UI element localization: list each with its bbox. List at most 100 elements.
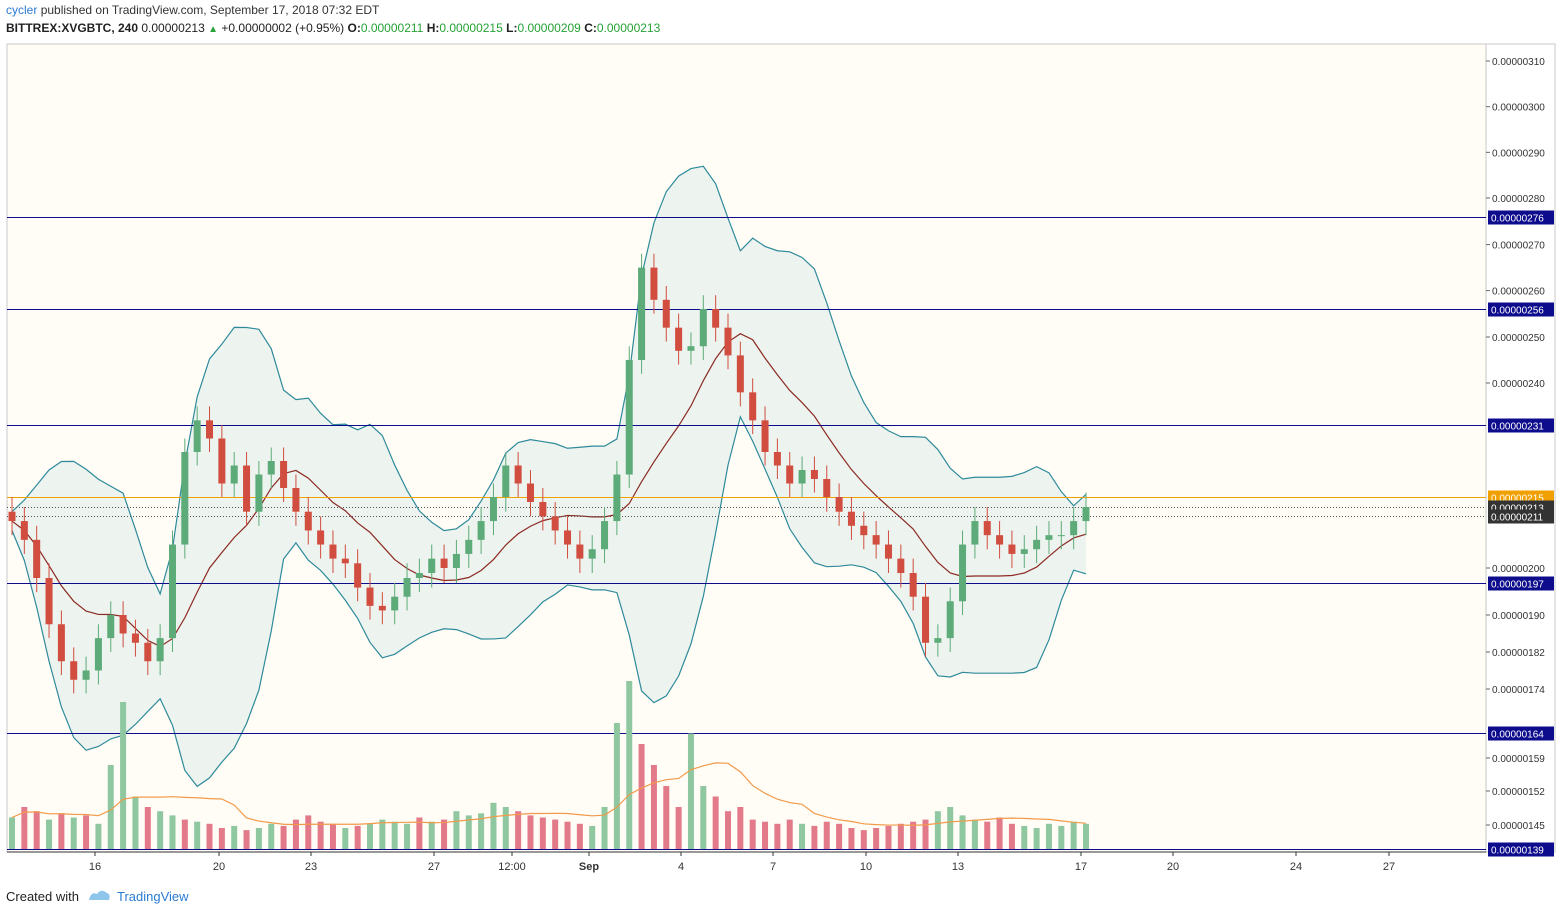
volume-bar <box>626 681 633 849</box>
volume-bar <box>589 825 596 849</box>
candle-body <box>8 511 16 522</box>
y-tick-label: 0.00000290 <box>1492 148 1545 159</box>
candle-body <box>526 483 534 502</box>
bollinger-upper-line <box>11 165 1087 596</box>
candle-body <box>922 596 930 643</box>
candle-body <box>687 346 695 351</box>
candle-body <box>576 544 584 559</box>
volume-bar <box>1058 825 1065 849</box>
candle-body <box>452 553 460 568</box>
volume-bar <box>354 825 361 849</box>
candle-body <box>724 327 732 356</box>
level-label-0.00000197: 0.00000197 <box>1491 580 1544 591</box>
author-name[interactable]: cycler <box>6 3 38 17</box>
tradingview-link[interactable]: TradingView <box>116 889 189 904</box>
candle-body <box>699 309 707 347</box>
volume-bar <box>959 815 966 849</box>
volume-bar <box>453 811 460 849</box>
volume-bar <box>329 823 336 849</box>
candle-body <box>341 558 349 564</box>
up-arrow-icon: ▲ <box>208 24 219 35</box>
volume-bar <box>490 802 497 849</box>
x-tick-label: 7 <box>770 861 776 873</box>
volume-bar <box>897 823 904 849</box>
candle-body <box>267 461 275 475</box>
symbol-info-line: BITTREX:XVGBTC, 240 0.00000213 ▲ +0.0000… <box>6 21 660 37</box>
volume-bar <box>811 825 818 849</box>
volume-bar <box>132 796 139 849</box>
y-tick-label: 0.00000250 <box>1492 333 1545 344</box>
volume-bar <box>613 723 620 849</box>
candle-body <box>181 452 189 545</box>
tradingview-logo-icon[interactable] <box>87 888 111 905</box>
candle-body <box>773 452 781 466</box>
volume-bar <box>786 819 793 849</box>
candle-body <box>317 530 325 545</box>
x-tick-label: 12:00 <box>498 861 526 873</box>
close-value: 0.00000213 <box>596 21 661 35</box>
volume-bar <box>552 819 559 849</box>
volume-bar <box>416 817 423 849</box>
candle-body <box>465 539 473 554</box>
volume-bar <box>700 786 707 849</box>
y-tick-label: 0.00000190 <box>1492 611 1545 622</box>
candle-body <box>1033 539 1041 550</box>
candle-body <box>613 474 621 522</box>
volume-bar <box>144 807 151 849</box>
created-with-label: Created with <box>6 889 79 904</box>
volume-bar <box>687 733 694 849</box>
volume-bar <box>268 823 275 849</box>
volume-bar <box>749 819 756 849</box>
x-tick-label: 23 <box>305 861 317 873</box>
volume-bar <box>317 821 324 849</box>
volume-bar <box>539 817 546 849</box>
volume-bar <box>181 819 188 849</box>
candle-body <box>810 470 818 479</box>
candle-body <box>403 578 411 597</box>
candle-body <box>502 465 510 497</box>
candle-body <box>946 601 954 639</box>
candle-body <box>119 615 127 634</box>
candle-body <box>477 521 485 540</box>
y-tick-label: 0.00000182 <box>1492 648 1545 659</box>
volume-bar <box>737 807 744 849</box>
volume-bar <box>576 823 583 849</box>
volume-bar <box>391 821 398 849</box>
volume-bar <box>984 821 991 849</box>
x-tick-label: 27 <box>428 861 440 873</box>
candle-body <box>366 587 374 606</box>
candle-body <box>168 544 176 639</box>
volume-bar <box>9 817 15 849</box>
level-label-bg-0.00000231 <box>1488 418 1554 433</box>
publish-info: published on TradingView.com, September … <box>40 3 380 17</box>
volume-bar <box>169 815 176 849</box>
y-tick-label: 0.00000174 <box>1492 685 1545 696</box>
x-tick-label: 27 <box>1383 861 1395 873</box>
bollinger-lower-line <box>11 415 1087 788</box>
candle-body <box>33 539 41 578</box>
candle-body <box>94 638 102 671</box>
volume-bar <box>996 817 1003 849</box>
volume-bar <box>515 811 522 849</box>
low-value: 0.00000209 <box>517 21 581 35</box>
volume-bar <box>1021 825 1028 849</box>
candle-body <box>230 465 238 484</box>
close-label: C: <box>584 21 597 35</box>
candle-body <box>959 544 967 602</box>
level-label-0.00000231: 0.00000231 <box>1491 422 1544 433</box>
volume-bar <box>231 825 238 849</box>
level-label-0.00000276: 0.00000276 <box>1491 214 1544 225</box>
volume-bar <box>478 813 485 849</box>
low-label: L: <box>506 21 518 35</box>
candle-body <box>20 521 28 540</box>
volume-bar <box>650 765 657 849</box>
volume-ma-line <box>11 762 1087 826</box>
candle-body <box>378 605 386 611</box>
candle-body <box>304 511 312 531</box>
x-tick-label: 20 <box>1167 861 1179 873</box>
volume-bar <box>58 813 65 849</box>
open-label: O: <box>347 21 361 35</box>
footer: Created with TradingView <box>6 888 189 905</box>
price-axis <box>1485 43 1556 853</box>
